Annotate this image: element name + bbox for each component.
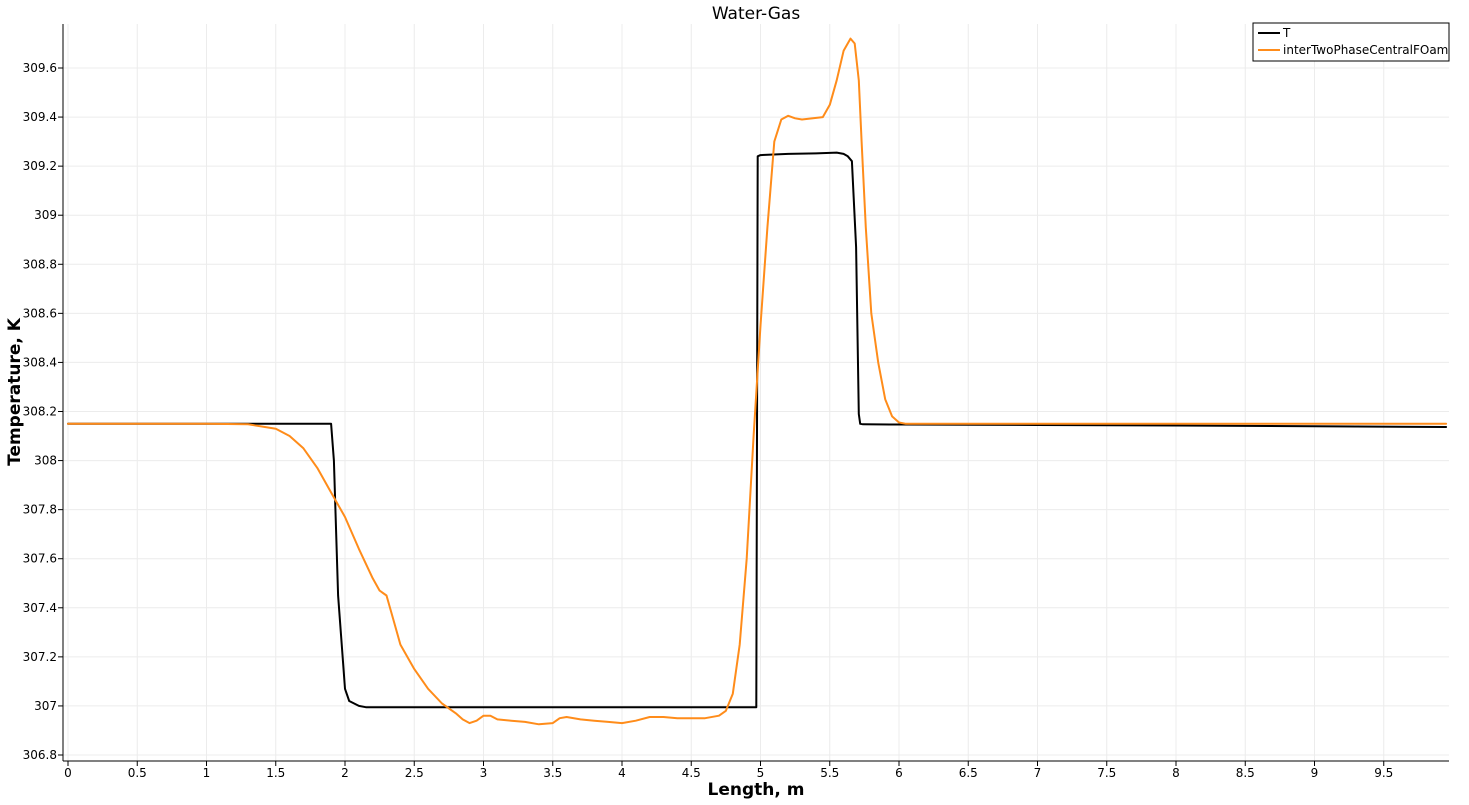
y-tick-label: 309.4 <box>23 110 57 124</box>
series-layer <box>67 37 1448 726</box>
y-tick-label: 306.8 <box>23 748 57 762</box>
x-tick-label: 3 <box>480 766 488 780</box>
x-tick-label: 0.5 <box>128 766 147 780</box>
y-axis-label: Temperature, K <box>5 317 25 466</box>
x-tick-label: 1.5 <box>266 766 285 780</box>
axes <box>62 24 1449 762</box>
y-tick-label: 309.2 <box>23 159 57 173</box>
x-tick-label: 8.5 <box>1236 766 1255 780</box>
y-tick-label: 308.8 <box>23 257 57 271</box>
x-tick-label: 4 <box>618 766 626 780</box>
x-tick-label: 2 <box>341 766 349 780</box>
x-tick-label: 6 <box>895 766 903 780</box>
x-axis-ticks: 0 0.5 1 1.5 2 2.5 3 3.5 4 4.5 5 5.5 6 6.5 7 7.5 8 8.5 9 9.5 <box>64 761 1393 780</box>
x-tick-label: 7.5 <box>1097 766 1116 780</box>
y-tick-label: 309.6 <box>23 61 57 75</box>
chart-title: Water-Gas <box>712 4 801 24</box>
y-tick-label: 308 <box>34 454 57 468</box>
series-line-0 <box>67 151 1448 709</box>
legend-box <box>1252 22 1450 62</box>
x-tick-label: 0 <box>64 766 72 780</box>
x-tick-label: 9.5 <box>1374 766 1393 780</box>
x-axis-label: Length, m <box>708 780 805 800</box>
y-tick-label: 307.6 <box>23 552 57 566</box>
x-tick-label: 7 <box>1034 766 1042 780</box>
legend-label: T <box>1282 26 1291 40</box>
x-tick-label: 2.5 <box>405 766 424 780</box>
y-tick-label: 307 <box>34 699 57 713</box>
x-tick-label: 5 <box>757 766 765 780</box>
y-tick-label: 307.4 <box>23 601 57 615</box>
y-tick-label: 308.2 <box>23 405 57 419</box>
x-tick-label: 9 <box>1311 766 1319 780</box>
x-tick-label: 3.5 <box>543 766 562 780</box>
x-tick-label: 4.5 <box>682 766 701 780</box>
y-tick-label: 309 <box>34 208 57 222</box>
x-tick-label: 5.5 <box>820 766 839 780</box>
y-tick-label: 307.8 <box>23 503 57 517</box>
x-tick-label: 1 <box>203 766 211 780</box>
legend-label: interTwoPhaseCentralFOam <box>1283 43 1448 57</box>
x-tick-label: 8 <box>1172 766 1180 780</box>
series-line-1 <box>67 37 1448 726</box>
x-tick-label: 6.5 <box>959 766 978 780</box>
y-tick-label: 308.6 <box>23 306 57 320</box>
y-tick-label: 307.2 <box>23 650 57 664</box>
y-axis-ticks: 306.8 307 307.2 307.4 307.6 307.8 308 308.2 308.… <box>23 61 63 762</box>
y-tick-label: 308.4 <box>23 355 57 369</box>
